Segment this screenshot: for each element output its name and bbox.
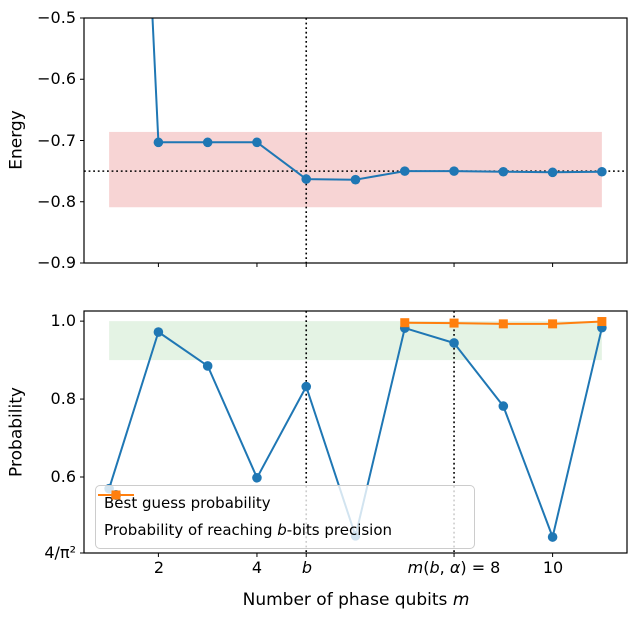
top-circle-marker	[153, 137, 164, 148]
top-circle-marker	[252, 137, 262, 148]
bottom-ytick-label: 0.6	[50, 467, 76, 486]
legend-item-best-guess: Best guess probability	[98, 490, 466, 512]
bottom-circle-marker	[153, 327, 164, 337]
xtick-m-var: m	[407, 558, 424, 577]
xtick-alpha-var: α	[449, 558, 461, 577]
xtick-label-m-b-alpha: m(b, α) = 8	[408, 560, 501, 576]
top-circle-marker	[301, 174, 312, 184]
legend-label-best-guess: Best guess probability	[104, 494, 271, 512]
bottom-square-marker	[449, 318, 459, 328]
top-ytick-label: −0.9	[37, 253, 76, 272]
legend-label-b-bits: Probability of reaching b-bits precision	[104, 523, 392, 538]
xtick-label-b: b	[301, 558, 313, 577]
top-circle-marker	[202, 137, 213, 148]
top-shaded-band	[109, 131, 602, 208]
legend: Best guess probability Probability of re…	[95, 485, 475, 549]
x-axis-label-m-var: m	[452, 590, 470, 610]
bottom-circle-marker	[498, 401, 509, 411]
legend-label-b-var: b	[277, 521, 287, 539]
bottom-circle-marker	[202, 361, 213, 371]
x-axis-label: Number of phase qubits m	[243, 592, 470, 609]
top-circle-marker	[498, 166, 509, 177]
xtick-equals-8: ) = 8	[460, 558, 501, 577]
bottom-square-marker	[498, 319, 508, 329]
top-ytick-label: −0.6	[37, 69, 76, 88]
top-axis-ylabel: Energy	[6, 110, 27, 170]
bottom-ytick-label: 4/π²	[44, 543, 76, 562]
legend-label-pre: Probability of reaching	[104, 521, 278, 539]
top-circle-marker	[547, 167, 558, 178]
top-axes-frame	[83, 17, 628, 264]
bottom-square-marker	[400, 318, 410, 328]
top-circle-marker	[449, 166, 459, 176]
bottom-ytick-label: 1.0	[50, 311, 76, 330]
top-circle-marker	[597, 166, 607, 177]
bottom-circle-marker	[449, 338, 459, 348]
top-ytick-label: −0.5	[37, 8, 76, 27]
legend-label-post: -bits precision	[286, 521, 393, 539]
top-ytick-label: −0.8	[37, 192, 76, 211]
xtick-label-2: 2	[153, 558, 165, 577]
legend-item-b-bits: Probability of reaching b-bits precision	[98, 490, 466, 538]
legend-sample-square-icon	[98, 490, 134, 500]
xtick-label-10: 10	[542, 558, 564, 577]
bottom-axis-ylabel: Probability	[6, 387, 27, 477]
bottom-square-marker	[597, 317, 607, 327]
bottom-circle-marker	[547, 532, 558, 542]
bottom-ytick-label: 0.8	[50, 389, 76, 408]
xtick-b-var: b	[429, 558, 440, 577]
top-ytick-label: −0.7	[37, 131, 76, 150]
x-axis-label-text: Number of phase qubits	[242, 590, 453, 610]
bottom-square-marker	[548, 319, 558, 329]
xtick-paren: (	[423, 558, 430, 577]
bottom-axes-frame	[83, 310, 628, 554]
xtick-comma: ,	[439, 558, 450, 577]
bottom-shaded-band	[109, 321, 602, 361]
bottom-circle-marker	[301, 381, 312, 392]
xtick-label-4: 4	[251, 558, 263, 577]
bottom-circle-marker	[252, 472, 262, 483]
top-circle-marker	[399, 166, 410, 176]
top-circle-marker	[350, 174, 361, 185]
